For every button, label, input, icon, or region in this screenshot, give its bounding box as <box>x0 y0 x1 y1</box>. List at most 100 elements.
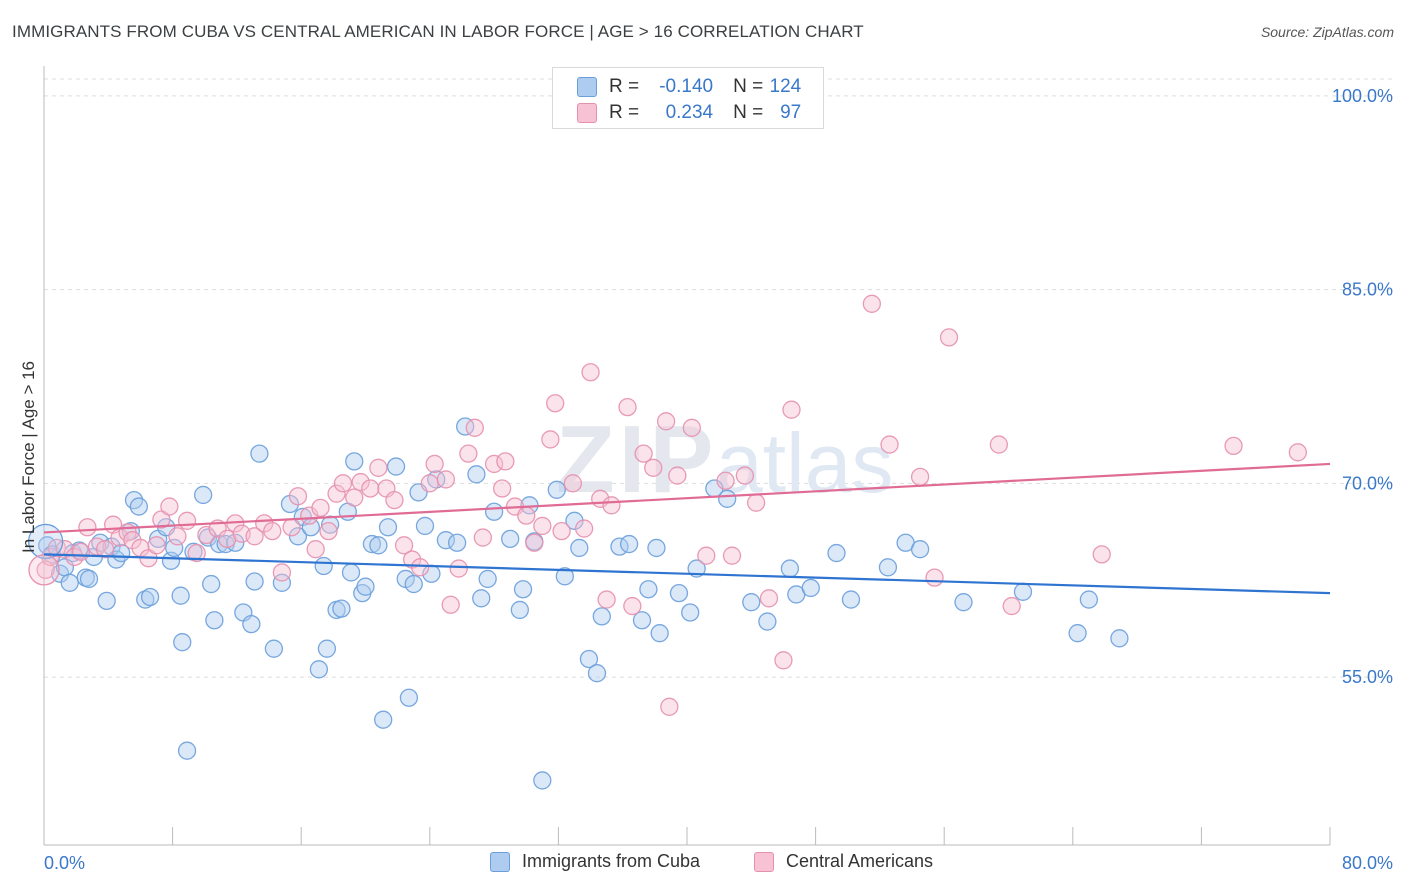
legend-r-value-central: 0.234 <box>665 102 714 123</box>
data-point <box>925 568 944 587</box>
tick-labels: 55.0% 70.0% 85.0% 100.0% 0.0% 80.0% In Labor F… <box>19 86 1393 873</box>
data-point <box>660 697 679 716</box>
data-point <box>309 660 329 679</box>
data-point <box>647 538 666 558</box>
data-point <box>774 651 793 670</box>
data-point <box>467 465 486 484</box>
y-tick-label: 85.0% <box>1342 280 1393 300</box>
data-point <box>574 519 594 538</box>
data-point <box>619 534 639 554</box>
data-point <box>1013 582 1033 601</box>
legend-label-cuba: Immigrants from Cuba <box>522 851 701 871</box>
data-point <box>311 498 330 518</box>
correlation-legend: R = -0.140 N = 124 R = 0.234 N = 97 <box>552 67 824 129</box>
data-point <box>97 591 116 611</box>
data-point <box>746 493 766 512</box>
data-point <box>632 611 652 630</box>
data-point <box>939 328 959 347</box>
data-point <box>533 771 552 790</box>
trend-lines <box>43 462 1331 595</box>
data-point <box>634 444 653 463</box>
legend-swatch-central <box>754 851 774 872</box>
data-point <box>668 466 687 485</box>
data-point <box>394 536 414 555</box>
trend-line-cuba <box>43 553 1331 595</box>
data-point <box>436 531 456 550</box>
data-point <box>565 511 584 530</box>
data-point <box>202 574 221 594</box>
data-point <box>245 527 264 546</box>
data-point <box>282 518 301 537</box>
data-point <box>420 474 439 493</box>
legend-item-cuba[interactable]: Immigrants from Cuba <box>490 851 700 872</box>
data-point <box>592 607 611 626</box>
data-point <box>456 417 475 436</box>
data-point <box>682 418 701 437</box>
legend-swatch-central <box>577 103 597 123</box>
data-point <box>579 649 599 669</box>
series-legend: Immigrants from Cuba Central Americans <box>0 851 1406 879</box>
data-point <box>484 454 504 474</box>
data-point <box>165 538 184 558</box>
data-point <box>272 573 292 592</box>
data-point <box>587 664 607 683</box>
series-cuba <box>38 417 1129 790</box>
data-point <box>1288 443 1307 462</box>
data-point <box>177 511 197 530</box>
data-point <box>492 479 512 498</box>
data-point <box>264 639 284 658</box>
data-point <box>399 688 419 707</box>
y-tick-label: 100.0% <box>1332 86 1393 106</box>
data-point <box>79 569 99 589</box>
data-point <box>345 488 364 507</box>
data-point <box>910 467 930 487</box>
data-point <box>411 558 430 577</box>
legend-row-cuba: R = -0.140 N = 124 <box>577 75 801 99</box>
data-point <box>177 741 197 760</box>
data-point <box>152 510 171 529</box>
data-point <box>250 444 269 463</box>
data-point <box>317 639 337 658</box>
data-point <box>780 559 800 578</box>
data-point <box>597 590 616 609</box>
data-point <box>989 435 1009 454</box>
data-point <box>758 612 777 631</box>
data-point <box>345 452 364 471</box>
data-point <box>801 578 820 598</box>
data-point <box>197 525 216 545</box>
data-point <box>880 435 899 454</box>
data-point <box>404 574 423 594</box>
source-credit: Source: ZipAtlas.com <box>1260 24 1394 40</box>
data-point <box>716 471 735 490</box>
data-point <box>525 533 544 552</box>
data-point <box>160 497 179 516</box>
data-point <box>263 521 282 541</box>
data-point <box>697 546 716 565</box>
data-point <box>385 490 404 510</box>
data-point <box>171 586 190 605</box>
data-point <box>623 596 642 616</box>
data-point <box>288 527 308 546</box>
data-point <box>1224 436 1243 456</box>
data-point <box>351 472 370 492</box>
grid-lines <box>44 78 1392 678</box>
data-point <box>517 506 536 525</box>
legend-item-central[interactable]: Central Americans <box>754 851 933 872</box>
data-point <box>782 400 801 419</box>
data-point <box>472 589 491 608</box>
data-point <box>447 533 467 552</box>
legend-n-value-cuba: 124 <box>769 76 802 97</box>
data-point <box>459 444 478 463</box>
data-point <box>1068 624 1087 643</box>
legend-n-label: N = <box>733 76 764 97</box>
x-tick-label: 0.0% <box>44 853 85 873</box>
legend-swatch-cuba <box>577 77 597 97</box>
data-point <box>669 583 689 603</box>
data-point <box>618 397 637 417</box>
data-point <box>361 479 380 498</box>
legend-row-central: R = 0.234 N = 97 <box>577 101 801 125</box>
trend-line-central <box>43 462 1331 534</box>
data-point <box>841 590 861 609</box>
